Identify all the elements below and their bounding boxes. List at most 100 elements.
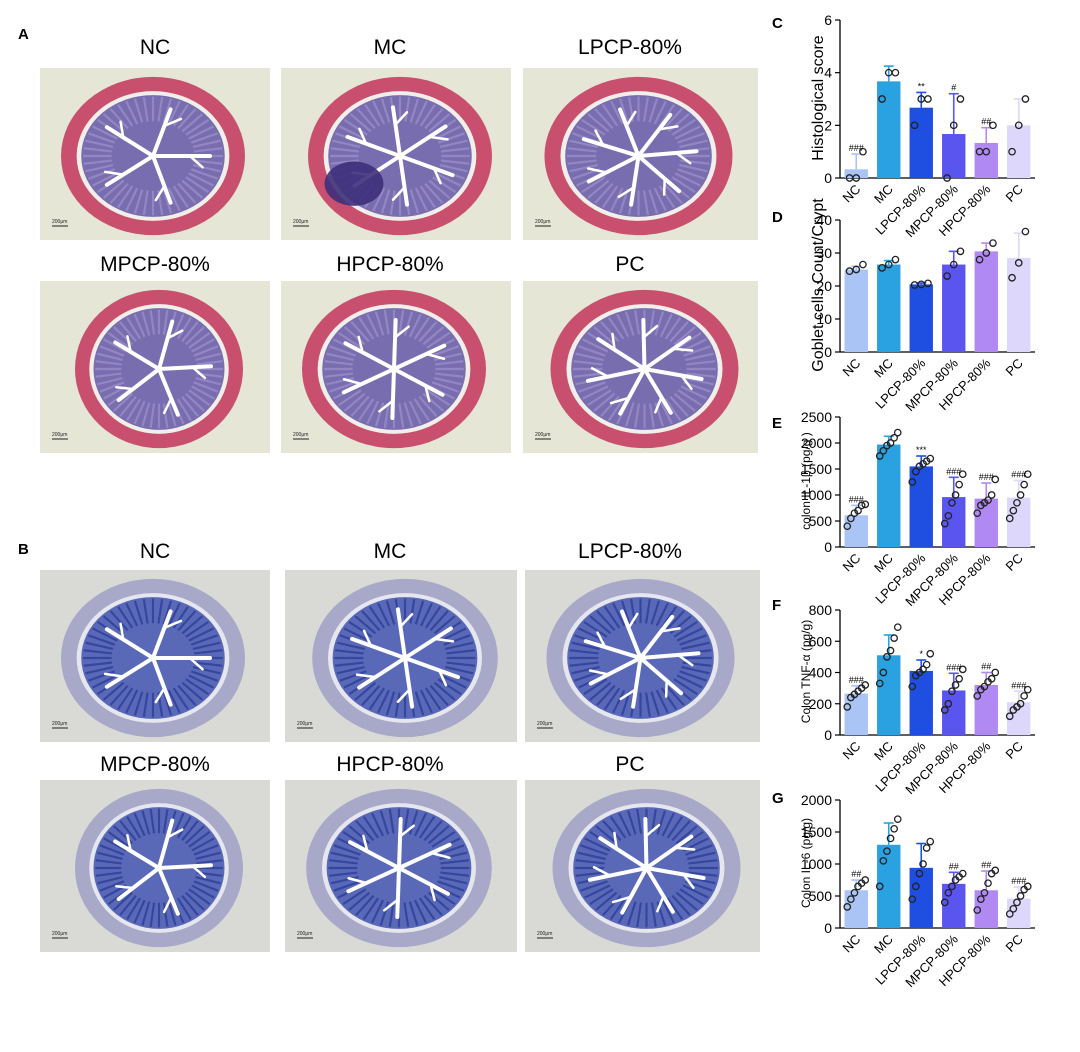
y-tick-label: 6 [824, 12, 832, 28]
data-point [951, 681, 960, 689]
data-point [1023, 685, 1032, 694]
bar [877, 264, 901, 352]
bar [942, 134, 966, 178]
data-point [843, 522, 852, 531]
data-point [980, 682, 989, 691]
y-tick-label: 10 [816, 311, 832, 327]
x-tick-label: NC [839, 551, 863, 575]
data-point [973, 906, 982, 914]
data-point [1020, 692, 1028, 700]
significance-label: ### [1011, 680, 1026, 690]
data-point [975, 255, 984, 264]
data-point [1021, 95, 1030, 103]
panel-a-label-mc: MC [373, 36, 407, 59]
y-tick-label: 0 [824, 920, 832, 936]
chart-e: E 0 500 1000 1500 2000 2500 colon IL-1β (pg/g )… [772, 409, 1035, 609]
y-tick-label: 1500 [801, 824, 832, 840]
bar [1007, 898, 1031, 928]
data-point [886, 439, 895, 447]
data-point [951, 491, 960, 499]
panel-letter-d: D [772, 209, 783, 226]
bar [844, 693, 868, 735]
data-point [1014, 259, 1023, 267]
data-point [955, 674, 963, 683]
data-point [893, 815, 902, 824]
data-point [977, 895, 985, 904]
data-point [989, 239, 997, 247]
data-point [944, 511, 953, 520]
panel-b-label-nc: NC [139, 540, 171, 563]
y-tick-label: 0 [824, 539, 832, 555]
y-tick-label: 2000 [801, 792, 832, 808]
bar [844, 169, 868, 178]
y-tick-label: 1000 [801, 487, 832, 503]
y-tick-label: 500 [809, 513, 833, 529]
data-point [890, 433, 899, 442]
scale-bar-label: 200μm [293, 432, 308, 438]
panel-letter-c: C [772, 15, 783, 32]
scale-bar-label: 200μm [52, 432, 67, 438]
x-tick-label: PC [1002, 932, 1025, 955]
y-tick-label: 0 [824, 170, 832, 186]
data-point [847, 895, 855, 904]
lumen [345, 105, 455, 207]
panel-b-label-mpcp: MPCP-80% [100, 753, 210, 776]
data-point [886, 834, 895, 843]
panel-letter-e: E [772, 415, 782, 432]
y-axis-label: Colon IL-6 (pg/g) [799, 818, 813, 908]
ab-micrograph-hpcp: 200μm [285, 780, 517, 952]
significance-label: ## [981, 860, 991, 870]
lumen [587, 816, 706, 915]
data-point [893, 428, 902, 437]
y-tick-label: 40 [816, 212, 832, 228]
data-point [1016, 491, 1025, 499]
data-point [948, 687, 956, 696]
x-tick-label: PC [1002, 182, 1025, 205]
lumen [585, 317, 704, 416]
data-point [1008, 147, 1016, 156]
bar [974, 251, 998, 352]
significance-label: ### [979, 472, 994, 482]
data-point [958, 470, 967, 479]
ab-micrograph-nc: 200μm [40, 570, 270, 742]
x-tick-label: NC [839, 356, 863, 380]
y-tick-label: 500 [809, 888, 833, 904]
panel-b-label-lpcp: LPCP-80% [578, 540, 682, 563]
lumen [583, 609, 701, 709]
ab-micrograph-lpcp: 200μm [525, 570, 760, 742]
he-micrograph-pc: 200μm [523, 281, 758, 453]
bar [1007, 497, 1031, 547]
significance-label: ### [849, 494, 864, 504]
data-point [922, 844, 931, 852]
y-tick-label: 20 [816, 278, 832, 294]
y-axis-label: Colon TNF-α (pg/g) [799, 620, 813, 723]
x-tick-label: MC [871, 356, 896, 381]
data-point [991, 475, 1000, 484]
significance-label: # [951, 83, 956, 93]
scale-bar-label: 200μm [52, 721, 67, 727]
data-point [879, 856, 888, 865]
x-tick-label: PC [1002, 551, 1025, 574]
panel-letter-g: G [772, 790, 784, 807]
lesion [324, 161, 384, 206]
data-point [857, 501, 866, 510]
significance-label: * [919, 649, 923, 659]
panel-a-label-hpcp: HPCP-80% [336, 253, 444, 276]
data-point [943, 272, 951, 280]
bar [877, 444, 901, 547]
significance-label: ** [918, 81, 926, 91]
data-point [943, 174, 951, 182]
data-point [922, 660, 931, 669]
data-point [875, 679, 884, 688]
data-point [973, 692, 982, 700]
data-point [948, 882, 956, 891]
significance-label: *** [916, 445, 927, 455]
data-point [854, 506, 862, 515]
data-point [949, 121, 958, 130]
data-point [859, 147, 867, 156]
data-point [991, 866, 1000, 875]
lumen [113, 319, 213, 417]
data-point [973, 509, 982, 518]
data-point [991, 668, 1000, 677]
data-point [1005, 514, 1014, 523]
